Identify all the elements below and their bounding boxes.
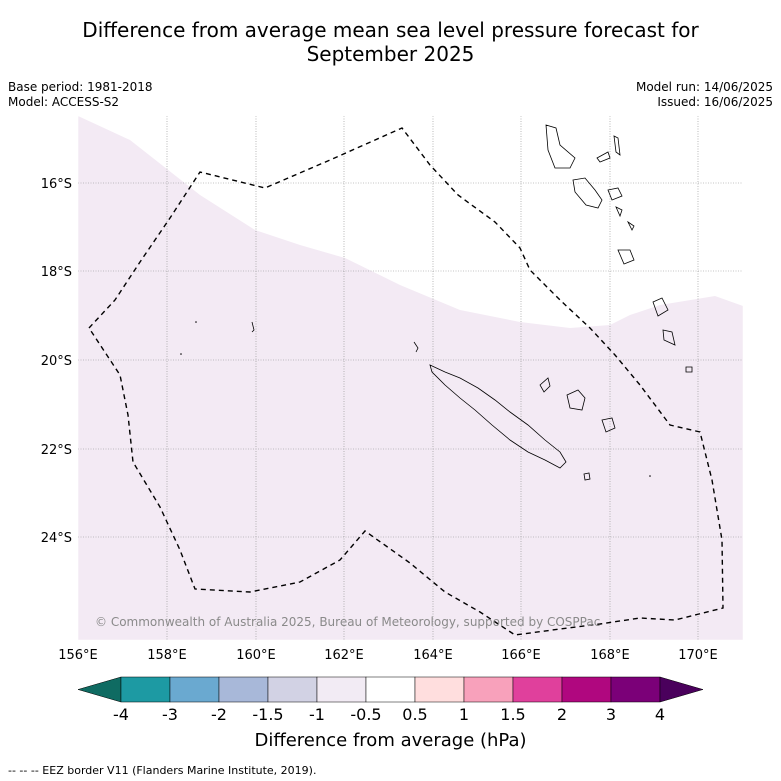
islet-dot-1 [195,321,197,323]
meta-right: Model run: 14/06/2025 Issued: 16/06/2025 [636,80,773,110]
colorbar-label: 3 [605,705,617,724]
isle-of-pines [583,472,591,481]
chart-title: Difference from average mean sea level p… [0,18,781,66]
eez-legend-footer: -- -- -- EEZ border V11 (Flanders Marine… [8,764,317,777]
vanuatu-islands [545,124,693,373]
lifou-island [566,389,586,411]
meta-left: Base period: 1981-2018 Model: ACCESS-S2 [8,80,153,110]
islet-dot-2 [180,353,182,355]
lat-tick: 24°S [41,531,72,546]
model-name: Model: ACCESS-S2 [8,95,120,109]
lon-tick: 156°E [58,648,98,663]
anomaly-shading [78,116,743,640]
colorbar-label: -0.5 [350,705,382,724]
lon-tick: 166°E [501,648,541,663]
colorbar-segment [169,676,220,703]
colorbar-extend-high [659,676,704,703]
ouvea-island [539,377,551,393]
lon-tick: 164°E [413,648,453,663]
lon-tick: 170°E [678,648,718,663]
mare-island [601,417,616,433]
model-run: Model run: 14/06/2025 [635,80,773,94]
colorbar-label: 1.5 [500,705,526,724]
colorbar-segment [120,676,171,703]
colorbar-extend-low [77,676,122,703]
islet-dot-3 [649,475,651,477]
colorbar-title: Difference from average (hPa) [254,730,527,751]
belep-islands [413,341,419,353]
lon-tick: 160°E [236,648,276,663]
lon-tick: 158°E [147,648,187,663]
lon-tick: 162°E [324,648,364,663]
colorbar-label: 0.5 [402,705,428,724]
colorbar-label: 2 [556,705,568,724]
lat-tick: 16°S [41,177,72,192]
grid-lines [78,116,743,640]
lat-tick: 20°S [41,354,72,369]
lat-tick: 22°S [41,443,72,458]
lat-tick: 18°S [41,265,72,280]
issued-date: Issued: 16/06/2025 [657,95,773,109]
colorbar-label: 1 [458,705,470,724]
eez-border [88,127,724,636]
colorbar-segment [316,676,367,703]
colorbar [77,676,704,703]
colorbar-label: -1.5 [252,705,284,724]
colorbar-segment [365,676,416,703]
colorbar-label: 4 [654,705,666,724]
colorbar-label: -2 [211,705,227,724]
chesterfield-islet [251,321,255,333]
colorbar-segment [414,676,465,703]
colorbar-label: -4 [113,705,129,724]
copyright-text: © Commonwealth of Australia 2025, Bureau… [95,615,600,629]
title-line-1: Difference from average mean sea level p… [82,18,699,42]
new-caledonia-island [429,364,567,469]
colorbar-segment [512,676,563,703]
lon-tick: 168°E [590,648,630,663]
colorbar-segment [218,676,269,703]
colorbar-label: -3 [162,705,178,724]
colorbar-segment [610,676,661,703]
colorbar-segment [463,676,514,703]
map-border [77,115,744,641]
title-line-2: September 2025 [306,42,475,66]
colorbar-label: -1 [309,705,325,724]
base-period: Base period: 1981-2018 [8,80,153,94]
colorbar-segment [561,676,612,703]
colorbar-segment [267,676,318,703]
